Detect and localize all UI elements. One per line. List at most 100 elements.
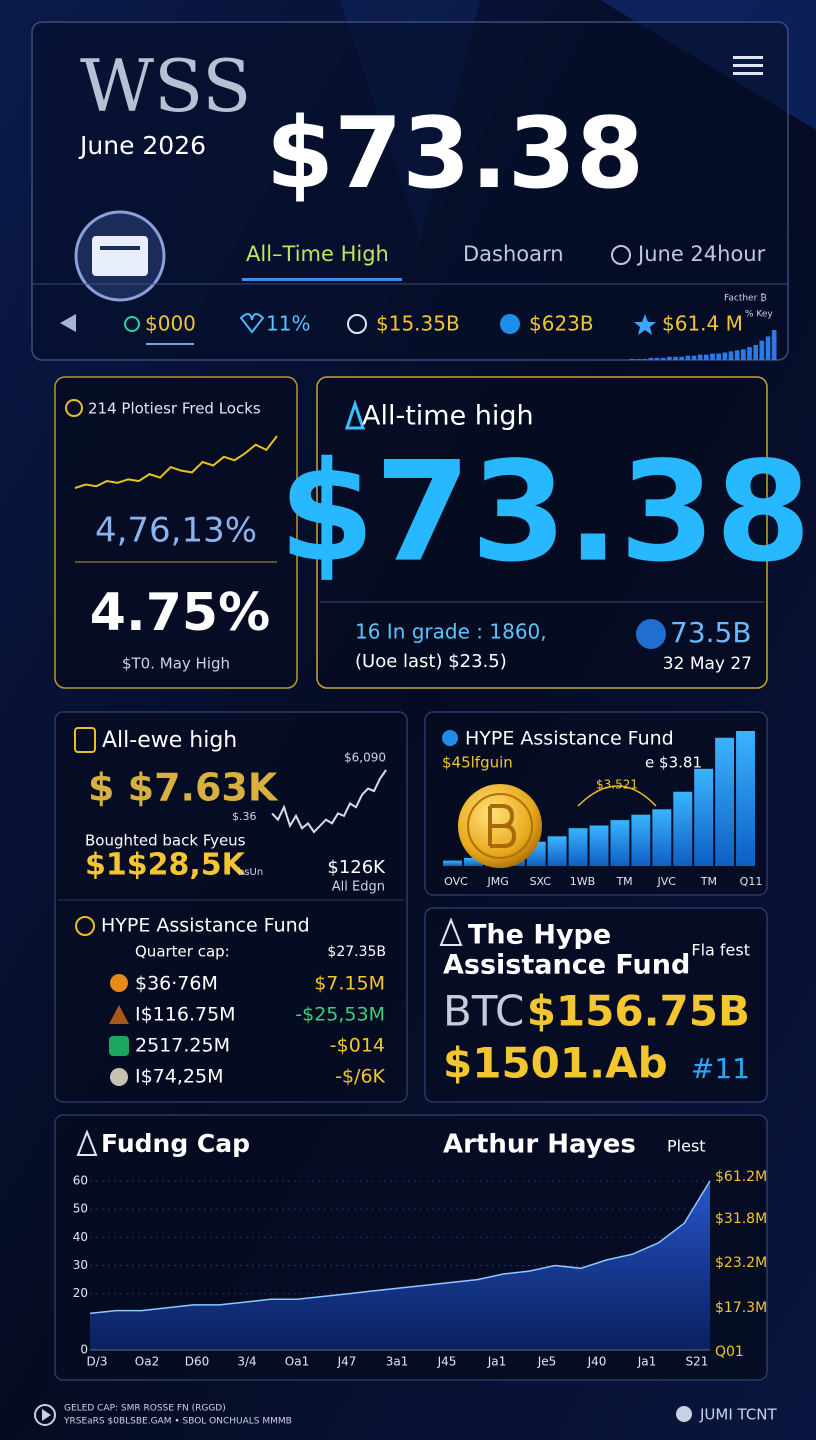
bar <box>734 350 740 360</box>
tab[interactable]: All–Time High <box>246 242 389 266</box>
ticker-icon <box>634 314 656 335</box>
buyback-side-value: $126K <box>327 857 386 878</box>
ticker-icon <box>500 314 520 334</box>
area <box>90 1181 710 1350</box>
bar <box>704 354 709 360</box>
x-tick-label: S21 <box>686 1355 709 1369</box>
fund-row-value: $7.15M <box>314 973 385 995</box>
bar <box>753 345 758 360</box>
fund-cap-value: $27.35B <box>327 944 386 960</box>
chart-subtitle: Arthur Hayes <box>443 1130 636 1160</box>
ticker-item: $61.4 M <box>662 312 743 336</box>
bar <box>589 825 609 866</box>
panel-icon <box>439 917 463 946</box>
y-tick-label: 50 <box>73 1202 88 1216</box>
ath-cap: 73.5B <box>670 616 752 649</box>
x-tick-label: OVC <box>444 875 468 888</box>
bar <box>630 358 635 360</box>
ath-grade: 16 In grade : 1860, <box>355 620 547 644</box>
bar <box>722 352 728 360</box>
menu-bar <box>733 64 763 67</box>
x-tick-label: D60 <box>185 1355 210 1369</box>
buyback-note: $.36 <box>232 810 257 823</box>
x-tick-label: JVC <box>656 875 676 888</box>
bitcoin-glyph <box>488 804 517 848</box>
area-chart: 0 20 30 40 50 60 D/3 Oa2 D60 3/4 Oa1 J47 3a1 J45 Ja1 Je… <box>73 1169 767 1369</box>
fund-right-value: e $3.81 <box>645 754 702 772</box>
fund-row-label: 2517.25M <box>135 1035 230 1057</box>
bar <box>667 356 672 360</box>
bar-chart: OVC JMG SXC 1WB TM JVC TM Q11 <box>443 731 762 888</box>
brand-icon <box>676 1406 692 1422</box>
ticker-item: $15.35B <box>376 312 460 336</box>
row-icon <box>109 1005 129 1024</box>
fund-row-value: -$25,53M <box>295 1004 385 1026</box>
x-tick-label: 3/4 <box>237 1355 256 1369</box>
bar <box>728 351 734 360</box>
x-tick-label: 1WB <box>570 875 595 888</box>
panel-icon <box>76 1129 98 1156</box>
buyback-price: $ $7.63K <box>88 766 279 810</box>
header-frame <box>31 21 789 361</box>
ath-last: (Uoe last) $23.5) <box>355 651 507 672</box>
row-icon <box>110 974 128 992</box>
panel <box>424 907 768 1103</box>
ticker-icon <box>124 316 140 332</box>
x-tick-label: 3a1 <box>386 1355 409 1369</box>
panel-icon <box>65 399 83 417</box>
sparkline-line <box>74 435 278 489</box>
btc-title: The Hype <box>468 920 611 951</box>
x-tick-label: SXC <box>530 875 552 888</box>
ticker-item: 11% <box>266 312 310 336</box>
bar <box>747 347 752 360</box>
chart-title: Fudng Cap <box>101 1129 250 1158</box>
bar <box>642 358 647 360</box>
bar <box>685 355 691 360</box>
bar <box>710 353 715 360</box>
panel <box>54 376 298 689</box>
panel <box>54 711 408 1103</box>
sparkline-line <box>271 769 387 834</box>
chart-tag: Plest <box>667 1137 706 1156</box>
corner-label: Facther ₿ <box>724 293 767 304</box>
buyback-side-label: All Edgn <box>332 880 385 895</box>
panel-title: HYPE Assistance Fund <box>101 915 310 937</box>
sparkline <box>271 769 387 834</box>
bar <box>568 828 588 866</box>
play-button[interactable] <box>34 1404 56 1426</box>
app-icon-line <box>100 246 140 250</box>
right-label: $31.8M <box>715 1211 767 1227</box>
menu-button[interactable] <box>733 56 763 75</box>
tab[interactable]: Dashoarn <box>463 242 564 266</box>
panel-title: 214 Plotiesr Fred Locks <box>88 400 261 418</box>
corner-label: % Key <box>745 310 773 320</box>
ticker-underline <box>146 343 194 345</box>
x-tick-label: Oa2 <box>135 1355 159 1369</box>
ticker-icon <box>239 313 265 334</box>
fund-row-label: $36·76M <box>135 973 218 995</box>
fund-row-value: -$014 <box>330 1035 385 1057</box>
ticker-item: $000 <box>145 312 196 336</box>
bar <box>716 353 721 360</box>
bar <box>759 340 765 360</box>
play-glyph <box>42 1409 51 1421</box>
fund-peak-label: $3.521 <box>596 778 638 792</box>
bar <box>636 358 641 360</box>
logo: WSS <box>80 44 251 128</box>
right-label: Q01 <box>715 1344 744 1360</box>
bar <box>463 857 483 866</box>
bar <box>652 809 672 866</box>
right-label: $17.3M <box>715 1300 767 1316</box>
back-arrow[interactable] <box>60 314 76 332</box>
mini-bar-chart <box>630 330 777 360</box>
tab[interactable]: June 24hour <box>636 242 766 266</box>
menu-bar <box>733 56 763 59</box>
bar <box>673 791 693 866</box>
bar <box>648 357 654 360</box>
buyback-amount: $1$28,5K <box>85 848 247 883</box>
panel-title: All-time high <box>362 401 534 432</box>
fund-row-label: I$116.75M <box>135 1004 236 1026</box>
